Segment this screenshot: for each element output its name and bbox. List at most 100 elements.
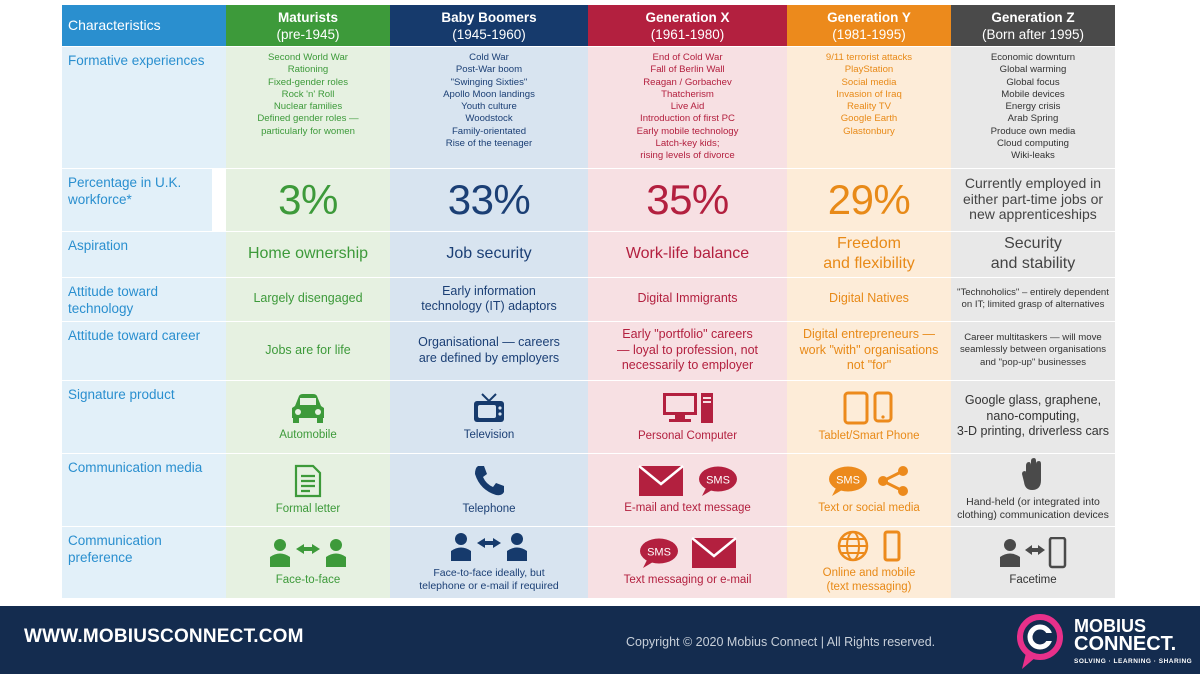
generation-name: Maturists <box>277 9 338 25</box>
cell-preference-3: SMS Text messaging or e-mail <box>588 526 787 598</box>
cell-line: and "pop-up" businesses <box>979 356 1087 368</box>
svg-text:SMS: SMS <box>647 547 671 559</box>
sms-share-icon: SMS <box>828 465 910 497</box>
percentage-value: 29% <box>787 168 951 231</box>
cell-line: Currently employed in <box>964 175 1102 192</box>
cell-line: 9/11 terrorist attacks <box>825 52 913 63</box>
cell-media-2: Telephone <box>390 453 588 526</box>
cell-line: technology (IT) adaptors <box>421 299 557 313</box>
caption-line: E-mail and text message <box>624 501 751 514</box>
cell-career-2: Organisational — careers are defined by e… <box>390 321 588 380</box>
cell-formative-4: 9/11 terrorist attacks PlayStation Social … <box>787 46 951 168</box>
caption-line: Hand-held (or integrated into <box>966 495 1100 508</box>
cell-line: Woodstock <box>465 113 513 125</box>
generation-period: (1961-1980) <box>650 26 725 42</box>
cell-formative-1: Second World War Rationing Fixed-gender ro… <box>226 46 390 168</box>
cell-line: Reagan / Gorbachev <box>643 76 732 88</box>
cell-line: Career multitaskers — will move <box>964 332 1102 344</box>
cell-line: new apprenticeships <box>969 206 1097 223</box>
percentage-value: 35% <box>588 168 787 231</box>
cell-line: Security <box>1004 235 1062 252</box>
footer-bar: WWW.MOBIUSCONNECT.COM Copyright © 2020 M… <box>0 606 1200 674</box>
cell-line: Google Earth <box>840 113 898 125</box>
cell-aspiration-2: Job security <box>390 231 588 277</box>
caption-line: telephone or e-mail if required <box>419 580 559 592</box>
computer-icon <box>661 391 715 425</box>
cell-line: PlayStation <box>844 64 894 76</box>
cell-line: Apollo Moon landings <box>443 88 535 100</box>
cell-line: Largely disengaged <box>253 291 363 306</box>
logo-wordmark: MOBIUS CONNECT. <box>1074 617 1176 654</box>
cell-line: Latch-key kids; <box>655 138 720 150</box>
caption-line: Text or social media <box>818 501 920 514</box>
hand-icon <box>1021 457 1045 492</box>
cell-line: Youth culture <box>461 101 517 113</box>
cell-preference-4: Online and mobile (text messaging) <box>787 526 951 598</box>
cell-formative-2: Cold War Post-War boom "Swinging Sixties" A… <box>390 46 588 168</box>
globe-mobile-icon <box>837 530 901 562</box>
cell-line: on IT; limited grasp of alternatives <box>961 299 1105 310</box>
cell-aspiration-3: Work-life balance <box>588 231 787 277</box>
cell-line: Invasion of Iraq <box>836 88 902 100</box>
cell-technology-4: Digital Natives <box>787 277 951 321</box>
cell-line: End of Cold War <box>652 52 723 63</box>
generation-period: (1981-1995) <box>832 26 906 42</box>
header-generation-z: Generation Z (Born after 1995) <box>951 5 1115 46</box>
cell-line: Global focus <box>1006 76 1060 88</box>
cell-line: Early information <box>442 283 536 298</box>
cell-line: and stability <box>990 255 1076 272</box>
website-url[interactable]: WWW.MOBIUSCONNECT.COM <box>24 626 304 647</box>
cell-line: Economic downturn <box>990 52 1076 63</box>
cell-line: Digital Immigrants <box>637 291 738 306</box>
generation-name: Generation X <box>645 9 730 25</box>
cell-line: either part-time jobs or <box>962 190 1104 207</box>
cell-formative-5: Economic downturn Global warming Global fo… <box>951 46 1115 168</box>
row-divider <box>62 46 1115 47</box>
logo-tagline: SOLVING · LEARNING · SHARING <box>1074 658 1193 665</box>
cell-line: Job security <box>446 245 532 262</box>
cell-aspiration-5: Security and stability <box>951 231 1115 277</box>
facetime-icon <box>998 537 1068 569</box>
email-sms-icon: SMS <box>637 464 738 497</box>
svg-text:SMS: SMS <box>706 474 730 486</box>
cell-career-1: Jobs are for life <box>226 321 390 380</box>
header-generation-x: Generation X (1961-1980) <box>588 5 787 46</box>
cell-line: Cloud computing <box>997 138 1069 150</box>
cell-product-5: Google glass, graphene, nano-computing, 3-… <box>951 380 1115 453</box>
tv-icon <box>472 392 506 424</box>
row-label-formative: Formative experiences <box>62 46 226 168</box>
cell-aspiration-1: Home ownership <box>226 231 390 277</box>
caption-line: Online and mobile <box>822 567 916 579</box>
caption-line: Formal letter <box>275 502 341 515</box>
caption-line: Tablet/Smart Phone <box>818 429 920 442</box>
row-label-career: Attitude toward career <box>62 321 226 380</box>
cell-line: Produce own media <box>990 125 1076 137</box>
cell-line: Post-War boom <box>455 64 523 76</box>
cell-line: Fixed-gender roles <box>268 76 348 88</box>
cell-line: Nuclear families <box>273 101 343 113</box>
cell-line: Work-life balance <box>625 245 750 262</box>
generation-name: Baby Boomers <box>441 9 537 25</box>
cell-line: Organisational — careers <box>418 335 560 349</box>
row-divider <box>62 321 1115 322</box>
cell-line: "Swinging Sixties" <box>450 76 528 88</box>
cell-preference-1: Face-to-face <box>226 526 390 598</box>
cell-technology-3: Digital Immigrants <box>588 277 787 321</box>
cell-formative-3: End of Cold War Fall of Berlin Wall Reagan… <box>588 46 787 168</box>
cell-technology-5: "Technoholics" – entirely dependent on IT… <box>951 277 1115 321</box>
cell-line: Digital Natives <box>829 291 909 306</box>
caption-line: Text messaging or e-mail <box>623 574 752 586</box>
cell-line: Digital entrepreneurs — <box>802 327 935 342</box>
generation-name: Generation Y <box>827 9 911 25</box>
row-label-product: Signature product <box>62 380 226 453</box>
caption-line: clothing) communication devices <box>957 508 1109 521</box>
cell-line: Rise of the teenager <box>445 138 533 150</box>
cell-caption: Automobile <box>279 428 337 442</box>
cell-product-1: Automobile <box>226 380 390 453</box>
caption-line: Face-to-face <box>275 574 341 586</box>
cell-technology-1: Largely disengaged <box>226 277 390 321</box>
percentage-value: 3% <box>226 168 390 231</box>
cell-media-1: Formal letter <box>226 453 390 526</box>
header-generation-y: Generation Y (1981-1995) <box>787 5 951 46</box>
cell-line: Defined gender roles — <box>257 113 359 125</box>
